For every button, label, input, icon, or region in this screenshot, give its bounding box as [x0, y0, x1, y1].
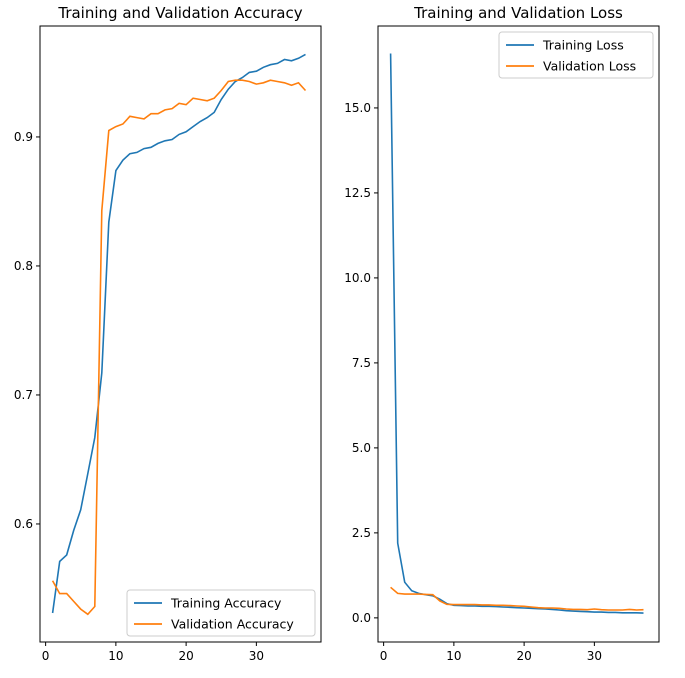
y-tick-label: 2.5	[352, 526, 371, 540]
legend-box	[126, 589, 316, 637]
legend-box	[498, 31, 654, 79]
x-tick-label: 10	[446, 649, 461, 663]
y-tick-label: 0.7	[14, 388, 33, 402]
y-tick-label: 0.0	[352, 611, 371, 625]
legend-label: Training Loss	[542, 38, 624, 53]
legend: Training Loss Validation Loss	[498, 31, 654, 79]
legend-label: Training Accuracy	[170, 596, 282, 611]
y-tick-label: 0.9	[14, 130, 33, 144]
legend: Training Accuracy Validation Accuracy	[126, 589, 316, 637]
x-tick-label: 0	[380, 649, 388, 663]
x-tick-label: 20	[178, 649, 193, 663]
y-tick-label: 0.8	[14, 259, 33, 273]
y-tick-label: 0.6	[14, 517, 33, 531]
series-line-validation-loss	[390, 586, 644, 611]
y-tick-label: 5.0	[352, 441, 371, 455]
subplot-1: Training and Validation Loss 0 10 20 30 0.0 2.…	[344, 4, 660, 663]
x-tick-label: 20	[516, 649, 531, 663]
series-line-training-accuracy	[51, 53, 306, 614]
y-tick-label: 7.5	[352, 356, 371, 370]
series-line-training-loss	[389, 53, 644, 614]
legend-label: Validation Accuracy	[171, 617, 294, 632]
y-tick-label: 12.5	[344, 186, 371, 200]
y-tick-label: 10.0	[344, 271, 371, 285]
y-tick-label: 15.0	[344, 101, 371, 115]
x-tick-label: 0	[42, 649, 50, 663]
chart-title: Training and Validation Accuracy	[57, 4, 302, 22]
series-line-validation-accuracy	[51, 79, 307, 616]
subplot-0: Training and Validation Accuracy 0 10 20 30 0…	[14, 4, 322, 663]
axes-frame	[377, 25, 660, 643]
legend-label: Validation Loss	[543, 59, 636, 74]
chart-title: Training and Validation Loss	[413, 4, 623, 22]
x-tick-label: 30	[249, 649, 264, 663]
axes-frame	[39, 25, 322, 643]
x-tick-label: 10	[108, 649, 123, 663]
x-tick-label: 30	[587, 649, 602, 663]
